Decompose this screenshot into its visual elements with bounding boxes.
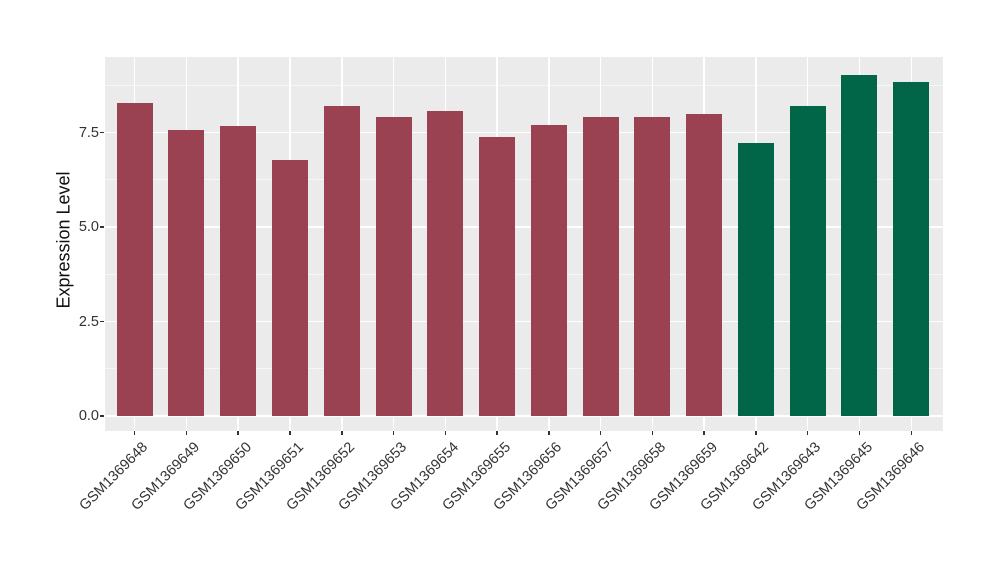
y-tick-label: 5.0	[78, 219, 99, 235]
bar-GSM1369651	[272, 160, 308, 416]
x-tick-mark	[806, 431, 809, 435]
x-tick-mark	[755, 431, 757, 435]
x-tick-mark	[496, 431, 498, 435]
x-tick-mark	[289, 431, 291, 435]
y-tick-mark	[100, 415, 104, 417]
y-tick-mark	[100, 131, 104, 134]
x-tick-mark	[548, 431, 550, 435]
y-tick-label: 7.5	[78, 124, 99, 141]
x-tick-mark	[910, 431, 912, 435]
y-tick-mark	[100, 226, 104, 228]
x-tick-mark	[651, 431, 654, 435]
bar-GSM1369655	[479, 137, 516, 416]
gridline-minor	[105, 368, 943, 370]
plot-panel	[105, 57, 943, 431]
x-tick-mark	[858, 431, 861, 435]
x-tick-mark	[185, 431, 188, 435]
y-axis-title: Expression Level	[53, 171, 74, 309]
bar-GSM1369650	[220, 125, 257, 416]
bar-GSM1369654	[427, 110, 464, 416]
gridline-major	[105, 226, 943, 228]
x-tick-mark	[703, 431, 705, 435]
bar-GSM1369658	[634, 116, 671, 416]
bar-GSM1369642	[737, 143, 774, 416]
bar-GSM1369656	[530, 124, 567, 416]
bar-GSM1369652	[323, 106, 360, 416]
gridline-major	[105, 131, 943, 134]
x-tick-mark	[341, 431, 343, 435]
bar-GSM1369646	[893, 82, 930, 416]
y-tick-label: 2.5	[78, 313, 99, 330]
y-tick-mark	[100, 320, 104, 323]
x-tick-mark	[237, 431, 239, 435]
bar-GSM1369653	[375, 117, 412, 416]
gridline-minor	[105, 273, 943, 275]
bar-GSM1369645	[841, 74, 878, 416]
gridline-major	[105, 415, 943, 417]
y-tick-label: 0.0	[78, 408, 99, 424]
gridline-major	[105, 320, 943, 323]
bar-GSM1369659	[686, 114, 723, 416]
x-tick-mark	[133, 431, 136, 435]
x-tick-mark	[599, 431, 602, 435]
x-tick-mark	[444, 431, 447, 435]
bar-GSM1369649	[168, 129, 205, 416]
gridline-minor	[105, 84, 943, 86]
gridline-minor	[105, 179, 943, 181]
bar-GSM1369657	[582, 116, 619, 416]
x-tick-mark	[392, 431, 395, 435]
bar-GSM1369648	[116, 103, 153, 416]
bar-GSM1369643	[789, 106, 826, 416]
